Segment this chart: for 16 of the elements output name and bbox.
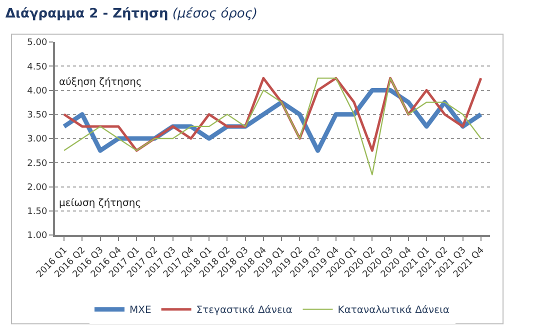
y-tick-label: 4.00 xyxy=(27,86,48,96)
y-tick-label: 3.50 xyxy=(27,110,48,121)
legend-label: Στεγαστικά Δάνεια xyxy=(196,305,293,316)
y-tick-label: 1.50 xyxy=(27,207,48,218)
legend-label: Καταναλωτικά Δάνεια xyxy=(338,305,450,316)
annotation: αύξηση ζήτησης xyxy=(59,77,142,88)
chart-subtitle: (μέσος όρος) xyxy=(172,6,258,22)
y-tick-label: 2.50 xyxy=(27,158,48,169)
chart-title: Διάγραμμα 2 - Ζήτηση xyxy=(5,6,168,22)
y-tick-label: 3.00 xyxy=(27,134,48,145)
legend-label: ΜΧΕ xyxy=(130,305,152,316)
y-tick-label: 4.50 xyxy=(27,62,48,72)
y-tick-label: 5.00 xyxy=(27,38,48,48)
y-tick-label: 1.00 xyxy=(27,231,48,242)
annotation: μείωση ζήτησης xyxy=(59,198,142,209)
y-tick-label: 2.00 xyxy=(27,182,48,193)
